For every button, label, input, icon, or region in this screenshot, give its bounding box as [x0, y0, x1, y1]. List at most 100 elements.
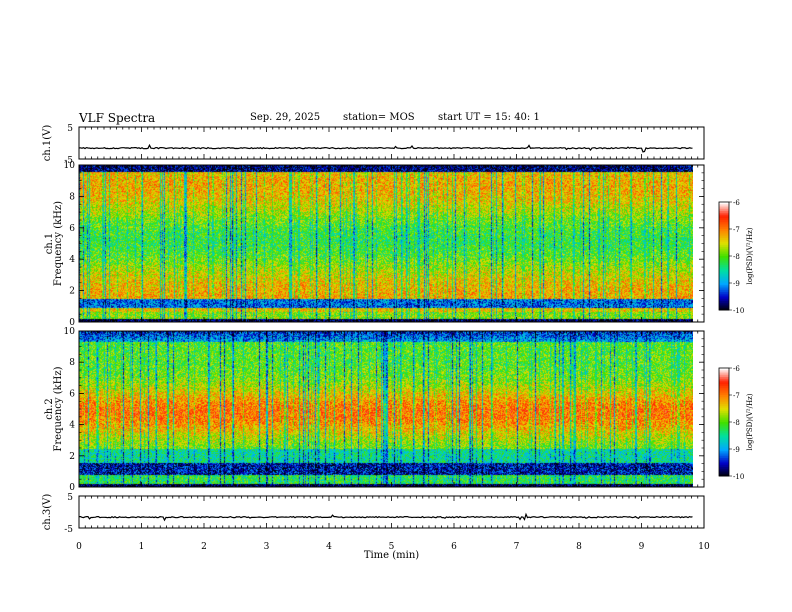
- colorbar-cell: [719, 431, 729, 434]
- x-tick-label: 9: [639, 542, 645, 552]
- y-tick-label: 0: [69, 318, 75, 328]
- colorbar-cell: [719, 220, 729, 223]
- colorbar-cell: [719, 221, 729, 225]
- colorbar-tick-label: -8: [733, 253, 740, 261]
- colorbar-cell: [719, 218, 729, 221]
- colorbar-cell: [719, 432, 729, 436]
- colorbar-cell: [719, 465, 729, 468]
- colorbar-cell: [719, 391, 729, 394]
- colorbar-cell: [719, 263, 729, 266]
- colorbar-cell: [719, 261, 729, 264]
- colorbar-cell: [719, 299, 729, 302]
- station-label: station= MOS: [343, 112, 415, 123]
- colorbar-tick-label: -8: [733, 419, 740, 427]
- colorbar-cell: [719, 279, 729, 282]
- colorbar-cell: [719, 378, 729, 382]
- colorbar-cell: [719, 293, 729, 297]
- colorbar-cell: [719, 302, 729, 306]
- y-tick-label: 5: [67, 493, 73, 503]
- colorbar-cell: [719, 270, 729, 273]
- colorbar-tick-label: -10: [733, 307, 744, 315]
- y-tick-label: -5: [64, 156, 73, 166]
- colorbar-cell: [719, 248, 729, 252]
- y-tick-label: 10: [64, 161, 76, 171]
- y-tick-label: 8: [69, 358, 75, 368]
- x-tick-label: 6: [451, 542, 457, 552]
- colorbar-cell: [719, 452, 729, 455]
- colorbar-cell: [719, 254, 729, 257]
- colorbar-cell: [719, 256, 729, 259]
- colorbar-cell: [719, 387, 729, 391]
- colorbar-tick-label: -9: [733, 446, 740, 454]
- colorbar-cell: [719, 292, 729, 295]
- colorbar-cell: [719, 239, 729, 243]
- colorbar-cell: [719, 227, 729, 230]
- colorbar-cell: [719, 459, 729, 463]
- colorbar-cell: [719, 295, 729, 298]
- y-tick-label: 4: [69, 421, 75, 431]
- figure-title: VLF Spectra: [79, 111, 156, 125]
- colorbar-cell: [719, 384, 729, 387]
- colorbar-cell: [719, 238, 729, 241]
- x-tick-label: 1: [139, 542, 145, 552]
- colorbar-cell: [719, 250, 729, 253]
- colorbar-cell: [719, 380, 729, 383]
- y-tick-label: 0: [69, 483, 75, 493]
- ch1-waveform-trace: [78, 143, 693, 153]
- x-tick-label: 8: [576, 542, 582, 552]
- colorbar-cell: [719, 472, 729, 475]
- colorbar-cell: [719, 447, 729, 450]
- y-tick-label: 10: [64, 327, 76, 337]
- y-tick-label: 2: [69, 287, 75, 297]
- colorbar-cell: [719, 241, 729, 244]
- colorbar-cell: [719, 416, 729, 419]
- colorbar-cell: [719, 212, 729, 216]
- colorbar-cell: [719, 458, 729, 461]
- y-tick-label: 6: [69, 389, 75, 399]
- x-tick-label: 7: [514, 542, 520, 552]
- channel-label: ch.1: [44, 233, 55, 255]
- colorbar-cell: [719, 230, 729, 234]
- colorbar-cell: [719, 422, 729, 425]
- colorbar-cell: [719, 441, 729, 445]
- colorbar-cell: [719, 468, 729, 472]
- colorbar-cell: [719, 438, 729, 441]
- colorbar-cell: [719, 286, 729, 289]
- colorbar-cell: [719, 259, 729, 262]
- colorbar-cell: [719, 275, 729, 279]
- colorbar-tick-label: -7: [733, 392, 740, 400]
- x-tick-label: 10: [698, 542, 710, 552]
- colorbar-cell: [719, 404, 729, 407]
- x-tick-label: 3: [264, 542, 270, 552]
- ch2-spectrogram-image: [79, 331, 693, 487]
- colorbar-cell: [719, 375, 729, 378]
- x-tick-label: 0: [76, 542, 82, 552]
- colorbar-cell: [719, 450, 729, 454]
- y-axis-label: ch.3(V): [42, 494, 53, 531]
- colorbar-cell: [719, 203, 729, 207]
- colorbar-cell: [719, 420, 729, 423]
- colorbar-cell: [719, 436, 729, 439]
- colorbar-cell: [719, 434, 729, 437]
- colorbar-cell: [719, 443, 729, 446]
- colorbar-cell: [719, 414, 729, 418]
- colorbar-cell: [719, 389, 729, 392]
- colorbar-cell: [719, 423, 729, 427]
- colorbar-cell: [719, 272, 729, 275]
- colorbar-cell: [719, 274, 729, 277]
- colorbar-cell: [719, 398, 729, 401]
- colorbar-cell: [719, 467, 729, 470]
- colorbar-cell: [719, 413, 729, 416]
- colorbar-tick-label: -10: [733, 473, 744, 481]
- x-axis-label: Time (min): [364, 550, 419, 561]
- colorbar-cell: [719, 440, 729, 443]
- colorbar-cell: [719, 209, 729, 212]
- colorbar-cell: [719, 411, 729, 414]
- colorbar-cell: [719, 308, 729, 311]
- colorbar-cell: [719, 445, 729, 448]
- colorbar-cell: [719, 232, 729, 235]
- colorbar-label: log(PSD)(V²/Hz): [746, 393, 754, 450]
- colorbar-cell: [719, 216, 729, 219]
- colorbar-cell: [719, 306, 729, 309]
- colorbar-cell: [719, 243, 729, 246]
